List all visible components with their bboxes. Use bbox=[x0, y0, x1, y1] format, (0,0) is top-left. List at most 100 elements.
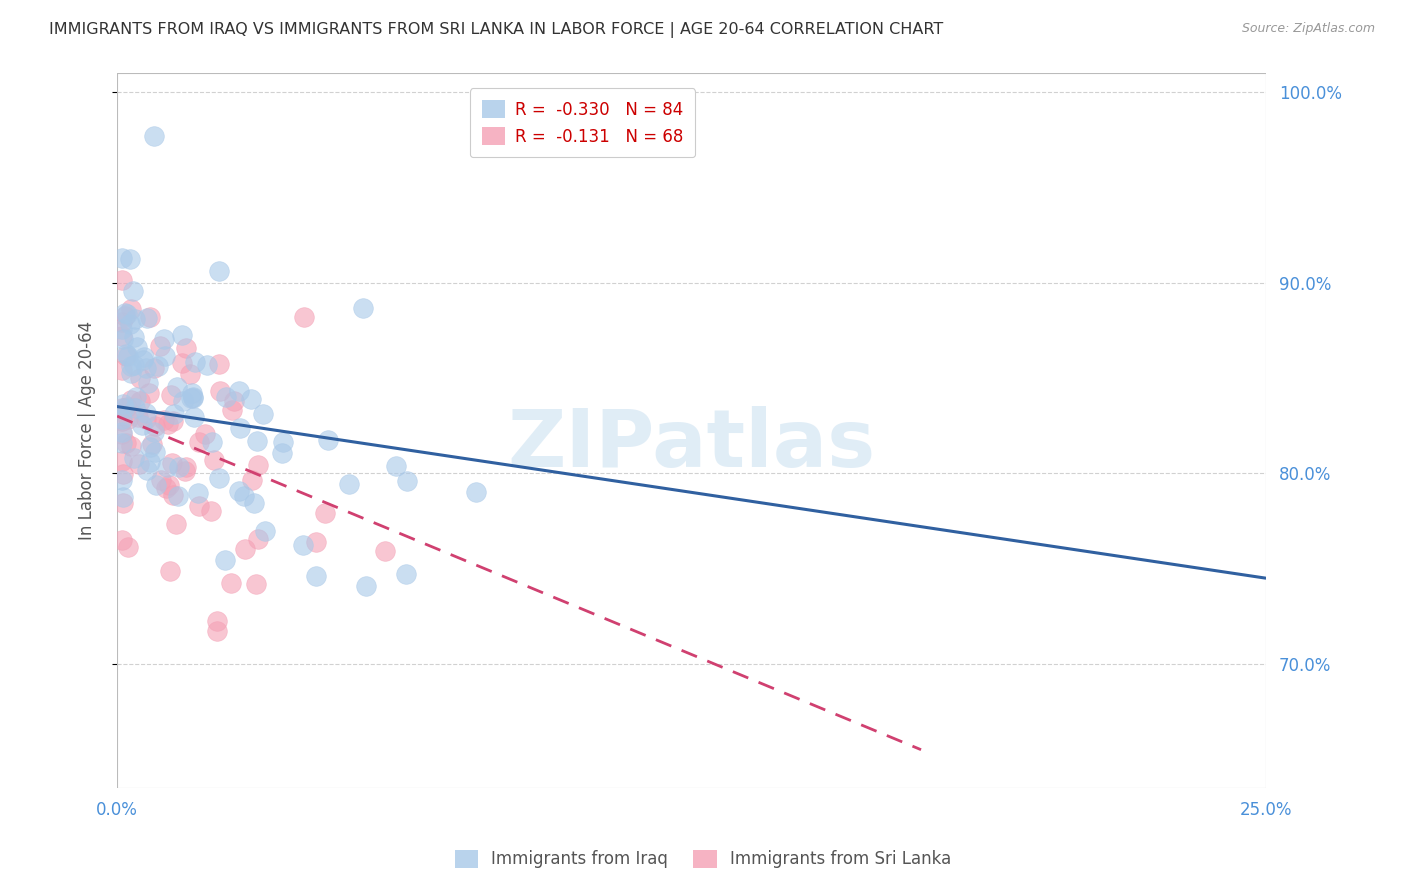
Point bbox=[294, 310, 316, 324]
Point bbox=[253, 524, 276, 539]
Point bbox=[228, 384, 250, 399]
Point bbox=[162, 414, 184, 428]
Point bbox=[155, 481, 177, 495]
Point bbox=[200, 504, 222, 518]
Point bbox=[135, 406, 157, 420]
Point bbox=[138, 385, 160, 400]
Point bbox=[111, 397, 134, 411]
Point bbox=[120, 392, 142, 407]
Point bbox=[142, 425, 165, 440]
Point bbox=[187, 500, 209, 514]
Point bbox=[117, 349, 139, 363]
Point bbox=[153, 413, 176, 427]
Point bbox=[122, 358, 145, 372]
Point bbox=[111, 426, 134, 441]
Point bbox=[135, 412, 157, 426]
Point bbox=[111, 401, 134, 415]
Point bbox=[124, 390, 146, 404]
Y-axis label: In Labor Force | Age 20-64: In Labor Force | Age 20-64 bbox=[79, 321, 96, 540]
Point bbox=[252, 407, 274, 421]
Point bbox=[162, 488, 184, 502]
Point bbox=[122, 450, 145, 465]
Point bbox=[146, 359, 169, 374]
Point bbox=[246, 533, 269, 547]
Point bbox=[304, 535, 326, 549]
Point bbox=[111, 425, 134, 439]
Point bbox=[205, 624, 228, 638]
Point bbox=[228, 484, 250, 499]
Point bbox=[205, 614, 228, 628]
Point bbox=[316, 433, 339, 447]
Point bbox=[181, 390, 204, 404]
Point bbox=[143, 360, 166, 375]
Point bbox=[242, 496, 264, 510]
Point bbox=[176, 341, 198, 355]
Point bbox=[314, 506, 336, 520]
Point bbox=[111, 467, 134, 481]
Point bbox=[128, 457, 150, 471]
Point bbox=[214, 552, 236, 566]
Point bbox=[395, 566, 418, 581]
Point bbox=[149, 473, 172, 487]
Legend: Immigrants from Iraq, Immigrants from Sri Lanka: Immigrants from Iraq, Immigrants from Sr… bbox=[447, 841, 959, 877]
Point bbox=[124, 401, 146, 415]
Point bbox=[134, 350, 156, 364]
Point bbox=[162, 407, 184, 421]
Point bbox=[179, 367, 201, 381]
Point bbox=[111, 454, 134, 468]
Point bbox=[157, 478, 180, 492]
Point bbox=[120, 301, 142, 316]
Point bbox=[143, 445, 166, 459]
Point bbox=[229, 421, 252, 435]
Point bbox=[166, 489, 188, 503]
Point bbox=[143, 418, 166, 433]
Point bbox=[139, 440, 162, 454]
Point bbox=[337, 476, 360, 491]
Point bbox=[184, 355, 207, 369]
Point bbox=[111, 329, 134, 343]
Point bbox=[128, 394, 150, 409]
Point bbox=[138, 455, 160, 469]
Point bbox=[174, 464, 197, 478]
Point bbox=[174, 459, 197, 474]
Point bbox=[114, 306, 136, 320]
Point bbox=[187, 486, 209, 500]
Point bbox=[246, 458, 269, 472]
Point bbox=[180, 391, 202, 405]
Point bbox=[172, 356, 194, 370]
Point bbox=[120, 359, 142, 373]
Point bbox=[142, 129, 165, 144]
Point bbox=[122, 330, 145, 344]
Point bbox=[207, 263, 229, 277]
Point bbox=[208, 384, 231, 398]
Point bbox=[121, 284, 143, 298]
Point bbox=[170, 327, 193, 342]
Point bbox=[114, 310, 136, 324]
Point bbox=[156, 459, 179, 474]
Point bbox=[354, 578, 377, 592]
Point bbox=[181, 385, 204, 400]
Point bbox=[111, 533, 134, 547]
Point bbox=[128, 371, 150, 385]
Point bbox=[165, 516, 187, 531]
Point bbox=[235, 541, 257, 556]
Point bbox=[115, 435, 138, 450]
Point bbox=[352, 301, 374, 315]
Point bbox=[208, 357, 231, 371]
Point bbox=[111, 414, 134, 428]
Point bbox=[128, 410, 150, 425]
Point bbox=[112, 490, 135, 504]
Point bbox=[273, 435, 295, 450]
Point bbox=[132, 353, 155, 368]
Point bbox=[120, 366, 142, 380]
Point bbox=[136, 376, 159, 390]
Point bbox=[153, 349, 176, 363]
Point bbox=[117, 411, 139, 425]
Point bbox=[304, 569, 326, 583]
Point bbox=[246, 434, 269, 448]
Text: Source: ZipAtlas.com: Source: ZipAtlas.com bbox=[1241, 22, 1375, 36]
Point bbox=[240, 392, 263, 406]
Point bbox=[118, 252, 141, 267]
Point bbox=[215, 390, 238, 404]
Text: ZIPatlas: ZIPatlas bbox=[508, 406, 876, 483]
